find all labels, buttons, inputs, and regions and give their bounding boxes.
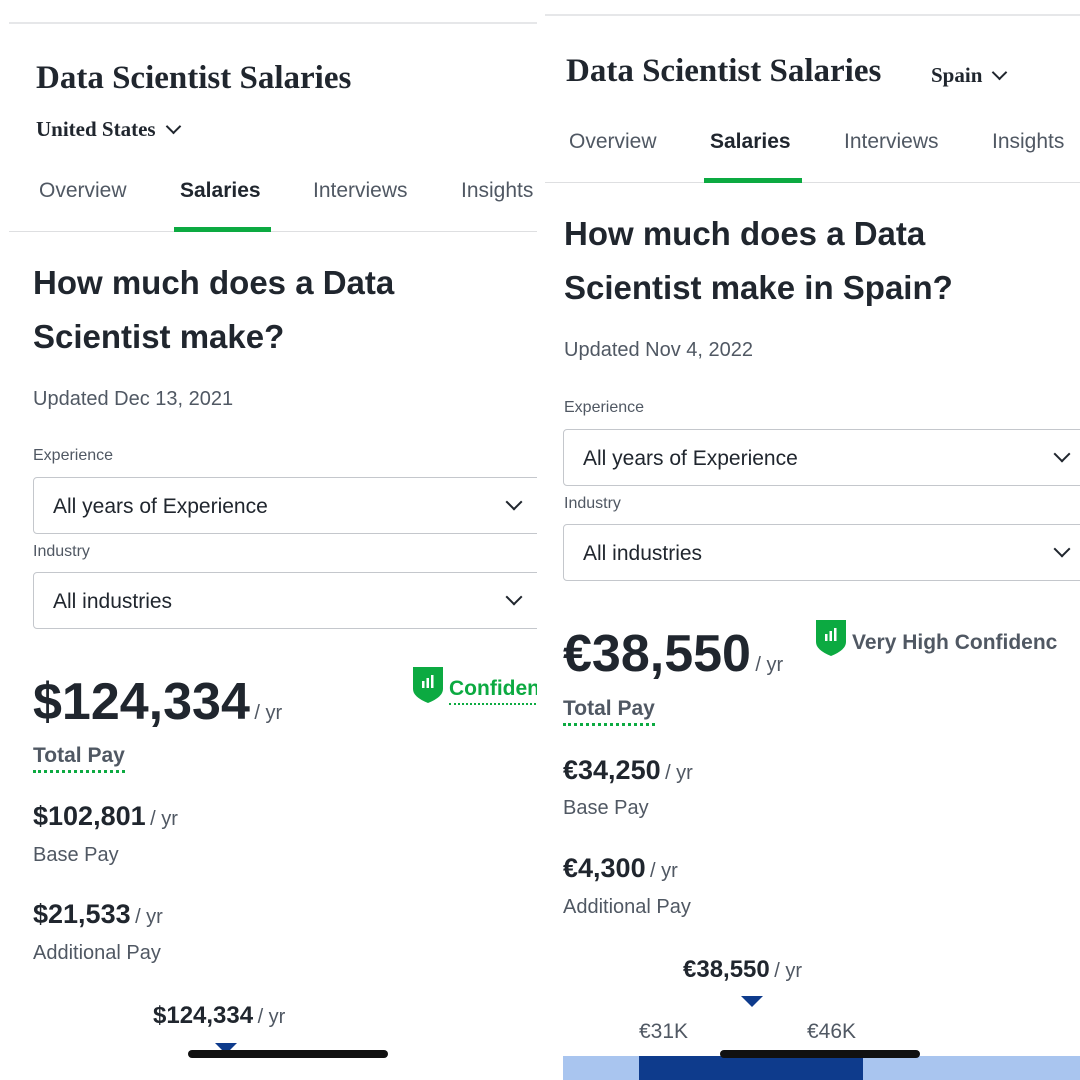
- base-pay-label: Base Pay: [563, 797, 649, 819]
- top-divider: [9, 22, 537, 24]
- location-label: United States: [36, 117, 156, 141]
- base-pay-amount: €34,250 / yr: [563, 755, 693, 785]
- home-indicator: [188, 1050, 388, 1058]
- updated-date: Updated Nov 4, 2022: [564, 339, 754, 361]
- industry-select[interactable]: All industries: [563, 524, 1080, 581]
- tab-insights[interactable]: Insights: [992, 130, 1065, 153]
- base-pay-amount: $102,801 / yr: [33, 801, 178, 831]
- tab-salaries[interactable]: Salaries: [180, 179, 261, 202]
- tab-interviews[interactable]: Interviews: [313, 179, 408, 202]
- experience-value: All years of Experience: [53, 495, 268, 518]
- experience-label: Experience: [564, 399, 645, 416]
- page-title: Data Scientist Salaries: [36, 60, 352, 96]
- total-pay-label[interactable]: Total Pay: [563, 697, 655, 726]
- chevron-down-icon: [1053, 445, 1071, 463]
- chevron-down-icon: [505, 588, 523, 606]
- salary-heading: How much does a Data Scientist make in S…: [564, 215, 953, 306]
- chevron-down-icon: [1053, 540, 1071, 558]
- experience-label: Experience: [33, 447, 114, 464]
- range-low-label: €31K: [639, 1020, 689, 1043]
- total-pay-amount: €38,550 / yr: [563, 625, 784, 683]
- confidence-label[interactable]: Confiden: [449, 677, 537, 705]
- pay-marker: [741, 996, 763, 1007]
- updated-date: Updated Dec 13, 2021: [33, 388, 234, 410]
- experience-select[interactable]: All years of Experience: [563, 429, 1080, 486]
- experience-value: All years of Experience: [583, 447, 798, 470]
- additional-pay-label: Additional Pay: [563, 896, 691, 918]
- location-selector[interactable]: United States: [36, 117, 181, 142]
- chevron-down-icon: [505, 493, 523, 511]
- salary-heading: How much does a Data Scientist make?: [33, 264, 395, 355]
- pay-marker: [215, 1043, 237, 1054]
- tab-overview[interactable]: Overview: [569, 130, 657, 153]
- location-selector[interactable]: Spain: [931, 63, 1008, 88]
- chevron-down-icon: [992, 64, 1008, 81]
- experience-select[interactable]: All years of Experience: [33, 477, 537, 534]
- top-divider: [545, 14, 1080, 16]
- tab-divider: [545, 182, 1080, 183]
- confidence-shield-icon: [816, 620, 846, 656]
- confidence-shield-icon: [413, 667, 443, 703]
- page-title: Data Scientist Salaries: [566, 53, 882, 89]
- pay-range-core-bar: [639, 1056, 863, 1080]
- chart-total-pay: €38,550 / yr: [683, 956, 802, 983]
- total-pay-label[interactable]: Total Pay: [33, 744, 125, 773]
- per-year: / yr: [755, 654, 784, 676]
- base-pay-label: Base Pay: [33, 844, 119, 866]
- confidence-label[interactable]: Very High Confidenc: [852, 631, 1058, 654]
- industry-label: Industry: [564, 495, 621, 512]
- chart-total-pay: $124,334 / yr: [153, 1002, 286, 1029]
- range-high-label: €46K: [807, 1020, 857, 1043]
- active-tab-indicator: [174, 227, 271, 232]
- tab-overview[interactable]: Overview: [39, 179, 127, 202]
- additional-pay-label: Additional Pay: [33, 942, 161, 964]
- industry-label: Industry: [33, 543, 90, 560]
- location-label: Spain: [931, 63, 983, 87]
- us-salary-screen: Data Scientist Salaries United States Ov…: [9, 0, 537, 1080]
- tab-salaries[interactable]: Salaries: [710, 130, 791, 153]
- industry-value: All industries: [53, 590, 173, 613]
- home-indicator: [720, 1050, 920, 1058]
- industry-select[interactable]: All industries: [33, 572, 537, 629]
- tab-divider: [9, 231, 537, 232]
- per-year: / yr: [254, 702, 283, 724]
- total-pay-amount: $124,334 / yr: [33, 673, 283, 731]
- industry-value: All industries: [583, 542, 703, 565]
- chevron-down-icon: [165, 118, 181, 135]
- additional-pay-amount: €4,300 / yr: [563, 853, 678, 883]
- additional-pay-amount: $21,533 / yr: [33, 899, 163, 929]
- tab-insights[interactable]: Insights: [461, 179, 534, 202]
- tab-interviews[interactable]: Interviews: [844, 130, 939, 153]
- active-tab-indicator: [704, 178, 802, 183]
- spain-salary-screen: Data Scientist Salaries Spain Overview S…: [545, 0, 1080, 1080]
